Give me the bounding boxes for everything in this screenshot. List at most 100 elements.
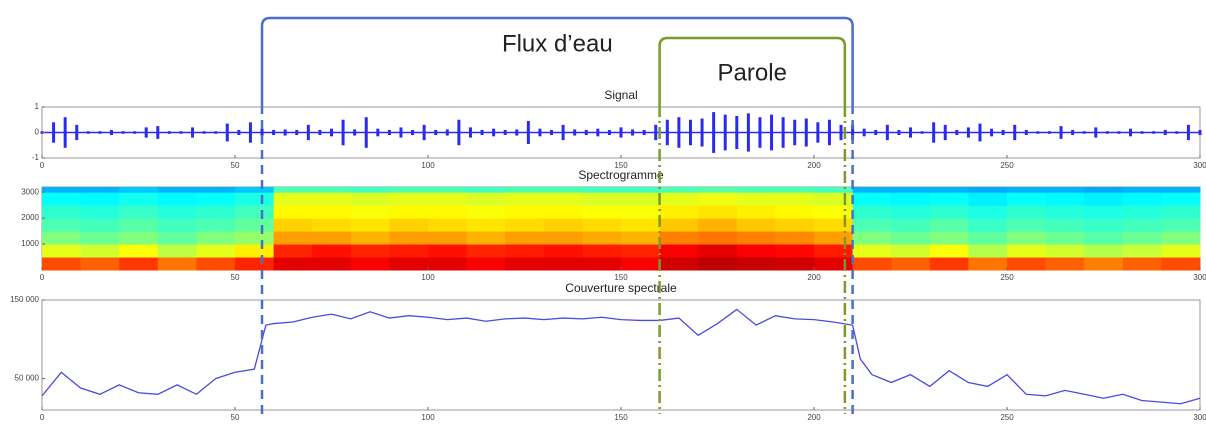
heat-cell (852, 244, 892, 258)
heat-cell (929, 218, 969, 232)
heat-cell (1122, 231, 1162, 245)
heat-cell (1122, 218, 1162, 232)
heat-cell (273, 205, 313, 219)
x-tick-label: 100 (421, 161, 435, 170)
heat-cell (659, 187, 699, 193)
heat-cell (659, 231, 699, 245)
x-tick-label: 250 (1000, 161, 1014, 170)
heat-cell (505, 205, 545, 219)
heat-cell (968, 187, 1008, 193)
heat-cell (543, 244, 583, 258)
heat-cell (814, 244, 854, 258)
heat-cell (1007, 205, 1047, 219)
heat-cell (428, 187, 468, 193)
heat-cell (1007, 218, 1047, 232)
heat-cell (698, 231, 738, 245)
heat-cell (80, 231, 120, 245)
x-tick-label: 250 (1000, 413, 1014, 422)
heat-cell (698, 187, 738, 193)
y-tick-label: -1 (32, 153, 40, 162)
heat-cell (929, 257, 969, 271)
heat-cell (42, 205, 82, 219)
heat-cell (42, 231, 82, 245)
heat-cell (157, 257, 197, 271)
x-tick-label: 200 (807, 161, 821, 170)
heat-cell (543, 231, 583, 245)
heat-cell (621, 205, 661, 219)
heat-cell (1007, 244, 1047, 258)
heat-cell (235, 218, 275, 232)
coverage-line (41, 308, 1201, 405)
heat-cell (312, 205, 352, 219)
x-tick-label: 150 (614, 413, 628, 422)
heat-cell (775, 192, 815, 206)
heat-cell (929, 231, 969, 245)
heat-cell (428, 205, 468, 219)
y-tick-label: 3000 (21, 187, 39, 196)
heat-cell (736, 231, 776, 245)
heat-cell (968, 205, 1008, 219)
heat-cell (389, 205, 429, 219)
heat-cell (891, 244, 931, 258)
heat-cell (466, 192, 506, 206)
heat-cell (235, 187, 275, 193)
x-tick-label: 50 (231, 413, 240, 422)
x-tick-label: 300 (1193, 413, 1206, 422)
heat-cell (736, 187, 776, 193)
heat-cell (466, 257, 506, 271)
heat-cell (929, 192, 969, 206)
heat-cell (42, 244, 82, 258)
heat-cell (698, 244, 738, 258)
heat-cell (42, 218, 82, 232)
heat-cell (736, 257, 776, 271)
heat-cell (582, 187, 622, 193)
heat-cell (1084, 257, 1124, 271)
heat-cell (273, 257, 313, 271)
heat-cell (814, 205, 854, 219)
heat-cell (659, 205, 699, 219)
heat-cell (350, 257, 390, 271)
heat-cell (119, 257, 159, 271)
heat-cell (814, 192, 854, 206)
heat-cell (235, 257, 275, 271)
heat-cell (1161, 218, 1201, 232)
heat-cell (852, 218, 892, 232)
heat-cell (968, 192, 1008, 206)
heat-cell (543, 187, 583, 193)
heat-cell (891, 257, 931, 271)
heat-cell (814, 257, 854, 271)
heat-cell (157, 218, 197, 232)
x-tick-label: 150 (614, 161, 628, 170)
heat-cell (466, 231, 506, 245)
heat-cell (119, 205, 159, 219)
heat-cell (775, 244, 815, 258)
heat-cell (312, 244, 352, 258)
heat-cell (196, 244, 236, 258)
heat-cell (196, 218, 236, 232)
heat-cell (273, 192, 313, 206)
heat-cell (1122, 257, 1162, 271)
heat-cell (196, 205, 236, 219)
heat-cell (466, 205, 506, 219)
heat-cell (42, 192, 82, 206)
heat-cell (891, 231, 931, 245)
x-tick-label: 50 (231, 273, 240, 282)
heat-cell (428, 257, 468, 271)
heat-cell (659, 192, 699, 206)
heat-cell (273, 244, 313, 258)
heat-cell (1122, 244, 1162, 258)
heat-cell (1007, 257, 1047, 271)
heat-cell (929, 187, 969, 193)
heat-cell (350, 231, 390, 245)
y-tick-label: 2000 (21, 213, 39, 222)
heat-cell (389, 231, 429, 245)
heat-cell (1161, 187, 1201, 193)
heat-cell (428, 231, 468, 245)
heat-cell (582, 244, 622, 258)
heat-cell (428, 244, 468, 258)
heat-cell (80, 187, 120, 193)
heat-cell (1084, 231, 1124, 245)
heat-cell (157, 231, 197, 245)
heat-cell (1161, 231, 1201, 245)
